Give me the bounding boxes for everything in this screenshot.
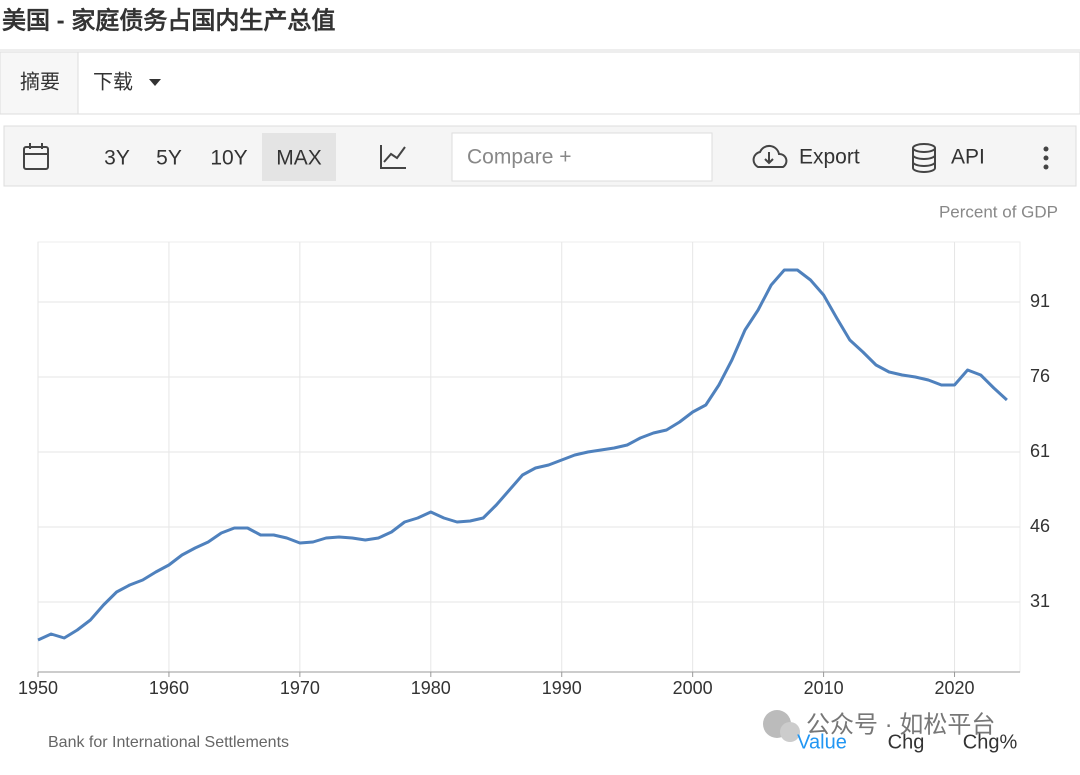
x-tick-label: 1990	[542, 678, 582, 698]
range-selected-bg	[262, 133, 336, 181]
footer-tabs: Value Chg Chg%	[797, 731, 1017, 753]
x-tick-label: 1970	[280, 678, 320, 698]
chart-type-icon[interactable]	[380, 145, 406, 169]
y-tick-label: 76	[1030, 366, 1050, 386]
range-button[interactable]: 10Y	[210, 147, 247, 170]
plot-frame	[37, 241, 1021, 673]
more-menu[interactable]	[1043, 146, 1049, 170]
title-bar	[0, 0, 1080, 50]
plot-area: 31 46 61 76 91 1950 1960 1970 1980 1990 2000 2010 20…	[18, 241, 1050, 698]
footer-tab[interactable]: Value	[797, 731, 847, 753]
export-icon[interactable]	[752, 144, 788, 168]
tab-bar	[0, 51, 1080, 115]
compare-placeholder: Compare +	[467, 146, 571, 169]
footer-tab[interactable]: Chg	[888, 731, 925, 753]
export-button[interactable]: Export	[799, 146, 860, 169]
footer-tab[interactable]: Chg%	[963, 731, 1018, 753]
x-tick-label: 2020	[935, 678, 975, 698]
y-axis-label: Percent of GDP	[939, 202, 1058, 221]
tab-active	[0, 51, 79, 115]
tab[interactable]: 摘要	[20, 70, 60, 93]
compare-input[interactable]	[451, 132, 713, 182]
x-tick-label: 2010	[804, 678, 844, 698]
tab[interactable]: 下载	[93, 70, 133, 93]
source: Bank for International Settlements	[48, 734, 289, 751]
dropdown-caret	[149, 79, 161, 86]
y-tick-label: 31	[1030, 591, 1050, 611]
range-button[interactable]: MAX	[276, 147, 322, 170]
range-buttons: 3Y 5Y 10Y MAX	[104, 133, 336, 181]
x-tick-label: 1950	[18, 678, 58, 698]
data-line	[37, 268, 1008, 642]
y-tick-label: 91	[1030, 291, 1050, 311]
x-tick-label: 2000	[673, 678, 713, 698]
y-tick-label: 46	[1030, 516, 1050, 536]
range-button[interactable]: 5Y	[156, 147, 182, 170]
page-title: 美国 - 家庭债务占国内生产总值	[2, 6, 335, 34]
calendar-icon[interactable]	[23, 143, 49, 170]
x-tick-label: 1960	[149, 678, 189, 698]
api-icon[interactable]	[912, 143, 936, 173]
watermark-text: 公众号 · 如松平台	[806, 711, 995, 738]
watermark: 公众号 · 如松平台	[763, 710, 995, 742]
range-button[interactable]: 3Y	[104, 147, 130, 170]
y-tick-label: 61	[1030, 441, 1050, 461]
x-tick-label: 1980	[411, 678, 451, 698]
api-button[interactable]: API	[951, 146, 985, 169]
